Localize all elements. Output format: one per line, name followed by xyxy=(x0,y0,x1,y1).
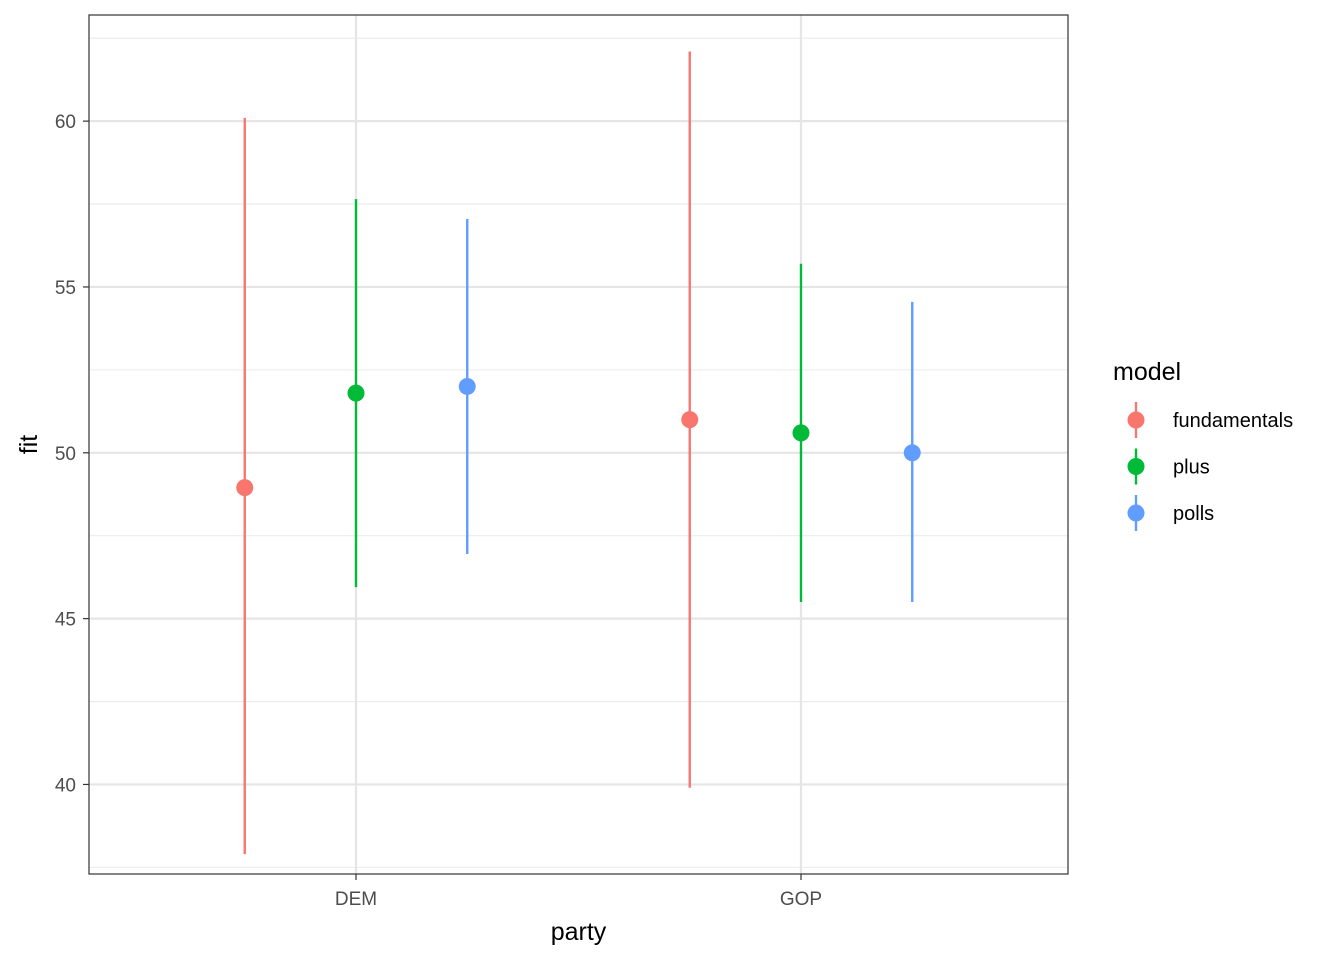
y-tick-label: 55 xyxy=(55,278,76,299)
y-tick-label: 40 xyxy=(55,775,76,796)
legend-label-polls: polls xyxy=(1173,503,1214,525)
x-tick-label: GOP xyxy=(780,889,822,910)
point-polls-GOP xyxy=(903,444,921,462)
point-plus-DEM xyxy=(347,384,365,402)
legend-key-point-fundamentals xyxy=(1127,411,1145,429)
y-tick-label: 45 xyxy=(55,610,76,631)
marks-layer xyxy=(236,51,921,855)
x-axis-title: party xyxy=(551,918,607,946)
point-polls-DEM xyxy=(458,377,476,395)
y-tick-label: 50 xyxy=(55,444,76,465)
legend: model fundamentals plus polls xyxy=(1113,358,1293,531)
y-tick-label: 60 xyxy=(55,112,76,133)
legend-key-point-plus xyxy=(1127,458,1145,475)
grid-layer xyxy=(89,15,1068,874)
point-fundamentals-GOP xyxy=(681,411,699,429)
x-tick-label: DEM xyxy=(335,889,377,910)
y-axis-title: fit xyxy=(15,435,43,455)
ticks-layer: 40 45 50 55 60 DEM GOP xyxy=(55,112,822,910)
point-fundamentals-DEM xyxy=(236,479,254,497)
legend-label-plus: plus xyxy=(1173,457,1210,479)
legend-label-fundamentals: fundamentals xyxy=(1173,410,1293,432)
panel-border xyxy=(88,14,1069,875)
legend-key-point-polls xyxy=(1127,504,1145,522)
legend-title: model xyxy=(1113,358,1181,386)
panel-background xyxy=(89,15,1068,874)
point-plus-GOP xyxy=(792,424,810,442)
